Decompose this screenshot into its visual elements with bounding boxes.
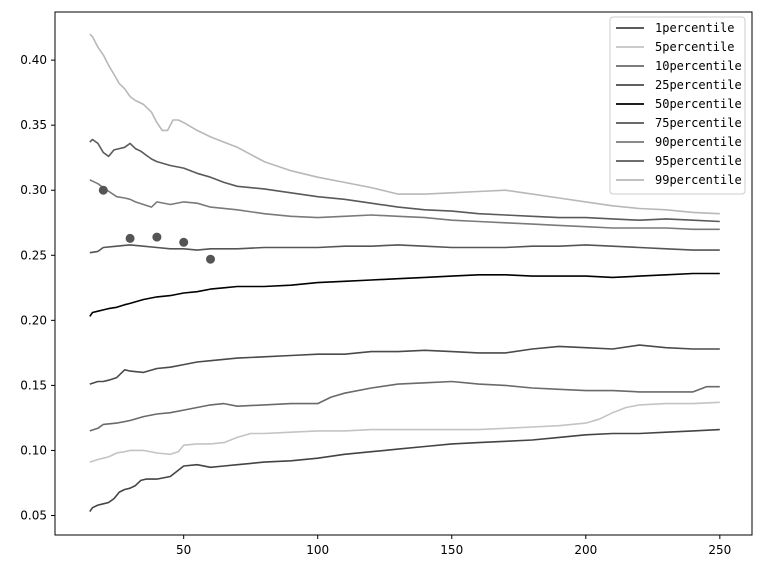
series-line-50percentile	[89, 272, 720, 317]
scatter-point	[125, 233, 135, 243]
x-tick-label: 150	[440, 543, 463, 557]
series-line-10percentile	[89, 380, 720, 432]
y-tick-label: 0.40	[20, 53, 47, 67]
y-tick-label: 0.10	[20, 443, 47, 457]
plot-frame	[54, 11, 753, 536]
scatter-point	[98, 185, 108, 195]
y-tick-label: 0.25	[20, 248, 47, 262]
x-tick-label: 250	[708, 543, 731, 557]
series-line-25percentile	[89, 344, 720, 385]
legend-label: 25percentile	[655, 78, 742, 92]
scatter-point	[152, 232, 162, 242]
y-tick-label: 0.05	[20, 508, 47, 522]
x-tick-label: 100	[306, 543, 329, 557]
y-tick-label: 0.30	[20, 183, 47, 197]
series-line-95percentile	[89, 138, 720, 223]
x-tick-label: 50	[176, 543, 191, 557]
x-tick-label: 200	[574, 543, 597, 557]
scatter-layer	[98, 185, 215, 264]
series-line-90percentile	[89, 179, 720, 231]
y-axis: 0.05 0.10 0.15 0.20 0.25 0.30 0.35 0.40	[20, 53, 55, 522]
series-layer	[89, 33, 720, 513]
series-line-99percentile	[89, 33, 720, 215]
series-line-5percentile	[89, 401, 720, 463]
series-line-1percentile	[89, 428, 720, 513]
y-tick-label: 0.15	[20, 378, 47, 392]
legend-label: 5percentile	[655, 40, 734, 54]
legend-label: 95percentile	[655, 154, 742, 168]
legend-box	[609, 16, 746, 195]
legend-label: 10percentile	[655, 59, 742, 73]
y-tick-label: 0.20	[20, 313, 47, 327]
scatter-point	[179, 237, 189, 247]
series-line-75percentile	[89, 244, 720, 254]
scatter-point	[206, 254, 215, 264]
legend-label: 99percentile	[655, 173, 742, 187]
legend-label: 50percentile	[655, 97, 742, 111]
legend-label: 1percentile	[655, 21, 734, 35]
legend-label: 90percentile	[655, 135, 742, 149]
legend-label: 75percentile	[655, 116, 742, 130]
y-tick-label: 0.35	[20, 118, 47, 132]
legend: 1percentile 5percentile 10percentile 25perc…	[609, 16, 746, 195]
x-axis: 50 100 150 200 250	[176, 535, 731, 557]
